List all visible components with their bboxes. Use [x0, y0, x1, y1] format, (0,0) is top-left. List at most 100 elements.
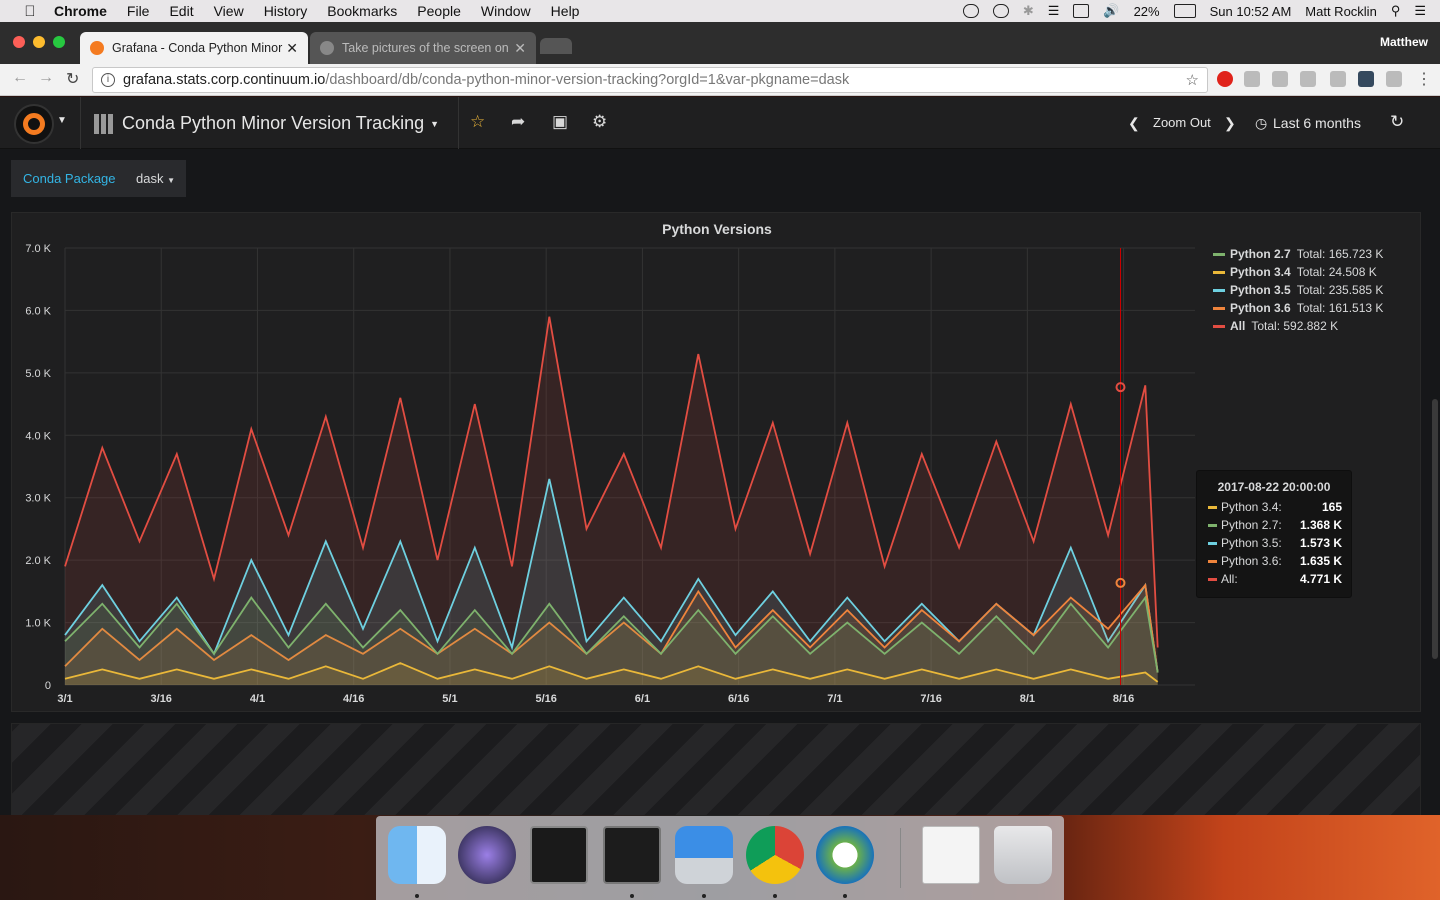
reload-icon[interactable]: ↻	[66, 71, 80, 88]
variable-dropdown[interactable]: dask ▼	[125, 160, 187, 197]
x-tick-label: 6/1	[635, 693, 650, 703]
trash-icon[interactable]	[994, 826, 1052, 884]
legend-item[interactable]: Python 3.6 Total: 161.513 K	[1213, 299, 1383, 317]
url-path: /dashboard/db/conda-python-minor-version…	[325, 72, 850, 88]
hover-point	[1115, 577, 1126, 588]
profile-name[interactable]: Matthew	[1380, 35, 1428, 49]
keynote-icon[interactable]	[675, 826, 733, 884]
python-versions-chart[interactable]: 0 1.0 K 2.0 K 3.0 K 4.0 K 5.0 K 6.0 K 7.0 K 3/1 3…	[12, 213, 1212, 703]
menu-bookmarks[interactable]: Bookmarks	[327, 3, 398, 19]
menu-help[interactable]: Help	[550, 3, 580, 19]
extension-icon[interactable]	[1244, 71, 1260, 87]
chrome-menu-icon[interactable]: ⋮	[1416, 71, 1432, 88]
y-tick-label: 5.0 K	[25, 368, 51, 380]
bluetooth-icon[interactable]: ✱	[1022, 3, 1034, 18]
close-tab-icon[interactable]: ✕	[514, 39, 526, 56]
preview-icon[interactable]	[922, 826, 980, 884]
forward-icon[interactable]: →	[38, 69, 54, 86]
vpn-icon[interactable]	[816, 826, 874, 884]
iterm-icon[interactable]	[603, 826, 661, 884]
close-window-button[interactable]	[13, 36, 25, 48]
legend-swatch	[1213, 324, 1225, 328]
siri-icon[interactable]	[458, 826, 516, 884]
clock[interactable]: Sun 10:52 AM	[1209, 3, 1292, 19]
zoom-out-button[interactable]: Zoom Out	[1153, 115, 1211, 130]
time-back-icon[interactable]: ❮	[1128, 115, 1140, 131]
legend-swatch	[1213, 252, 1225, 256]
close-tab-icon[interactable]: ✕	[286, 39, 298, 56]
caret-down-icon: ▼	[430, 118, 440, 129]
extension-icon[interactable]	[1272, 71, 1288, 87]
time-range-picker[interactable]: Last 6 months	[1273, 115, 1361, 131]
star-icon[interactable]: ☆	[470, 112, 486, 131]
menu-app[interactable]: Chrome	[54, 3, 107, 19]
share-icon[interactable]: ➦	[511, 112, 526, 131]
extension-icon[interactable]	[1358, 71, 1374, 87]
hover-point	[1115, 382, 1126, 393]
y-tick-label: 0	[45, 680, 51, 692]
x-tick-label: 7/16	[920, 693, 941, 703]
terminal-icon[interactable]	[530, 826, 588, 884]
extension-icon[interactable]	[1330, 71, 1346, 87]
settings-gear-icon[interactable]: ⚙	[592, 112, 608, 131]
back-icon[interactable]: ←	[12, 69, 28, 86]
y-tick-label: 3.0 K	[25, 493, 51, 505]
airplay-icon[interactable]	[1073, 4, 1090, 18]
menu-view[interactable]: View	[213, 3, 244, 19]
menu-people[interactable]: People	[417, 3, 461, 19]
running-indicator	[702, 894, 706, 898]
dashboard-title[interactable]: Conda Python Minor Version Tracking ▼	[94, 113, 439, 134]
y-tick-label: 4.0 K	[25, 430, 51, 442]
x-tick-label: 7/1	[827, 693, 842, 703]
caret-down-icon[interactable]: ▼	[57, 115, 67, 126]
running-indicator	[843, 894, 847, 898]
legend-item[interactable]: All Total: 592.882 K	[1213, 317, 1383, 335]
notification-center-icon[interactable]: ☰	[1414, 3, 1426, 18]
page-scrollbar[interactable]	[1432, 399, 1438, 659]
save-icon[interactable]: ▣	[552, 112, 569, 131]
apple-icon[interactable]: 	[20, 3, 40, 20]
opera-extension-icon[interactable]	[1217, 71, 1233, 87]
grafana-favicon-icon	[90, 41, 104, 55]
legend-item[interactable]: Python 2.7 Total: 165.723 K	[1213, 245, 1383, 263]
dashboard-body: Conda Package dask ▼ Python Versions 0 1.…	[0, 149, 1440, 818]
bookmark-star-icon[interactable]: ☆	[1185, 72, 1199, 89]
time-forward-icon[interactable]: ❯	[1224, 115, 1236, 131]
menu-history[interactable]: History	[263, 3, 308, 19]
minimize-window-button[interactable]	[33, 36, 45, 48]
legend-swatch	[1213, 288, 1225, 292]
battery-icon[interactable]	[1173, 4, 1196, 18]
refresh-icon[interactable]: ↻	[1390, 112, 1405, 131]
chrome-icon[interactable]	[746, 826, 804, 884]
menu-file[interactable]: File	[126, 3, 150, 19]
tab-grafana[interactable]: Grafana - Conda Python Minor ✕	[80, 32, 308, 64]
sync-icon[interactable]	[992, 4, 1009, 18]
divider	[80, 97, 81, 149]
volume-icon[interactable]: 🔊	[1103, 3, 1120, 18]
y-tick-label: 1.0 K	[25, 618, 51, 630]
wifi-icon[interactable]: ☰	[1047, 3, 1060, 18]
battery-percent: 22%	[1133, 3, 1160, 19]
finder-icon[interactable]	[388, 826, 446, 884]
address-bar[interactable]: i grafana.stats.corp.continuum.io /dashb…	[92, 67, 1208, 93]
graph-panel[interactable]: Python Versions 0 1.0 K 2.0 K 3.0 K 4.0 K 5.0…	[11, 212, 1421, 712]
creative-cloud-icon[interactable]	[962, 4, 979, 18]
menu-edit[interactable]: Edit	[169, 3, 194, 19]
legend-item[interactable]: Python 3.5 Total: 235.585 K	[1213, 281, 1383, 299]
caret-down-icon: ▼	[167, 176, 176, 185]
tooltip-row: Python 3.6: 1.635 K	[1197, 552, 1351, 570]
new-tab-button[interactable]	[540, 38, 572, 54]
legend-item[interactable]: Python 3.4 Total: 24.508 K	[1213, 263, 1383, 281]
user-name[interactable]: Matt Rocklin	[1305, 3, 1377, 19]
extension-icon[interactable]	[1386, 71, 1402, 87]
site-info-icon[interactable]: i	[101, 73, 115, 87]
menu-window[interactable]: Window	[480, 3, 531, 19]
grafana-logo-icon[interactable]	[14, 104, 54, 144]
panel-title[interactable]: Python Versions	[662, 221, 772, 237]
tab-screenshot[interactable]: Take pictures of the screen on ✕	[310, 32, 536, 64]
extension-icon[interactable]	[1300, 71, 1316, 87]
tab-title: Grafana - Conda Python Minor	[112, 41, 283, 55]
running-indicator	[773, 894, 777, 898]
maximize-window-button[interactable]	[53, 36, 65, 48]
spotlight-icon[interactable]: ⚲	[1390, 3, 1401, 18]
